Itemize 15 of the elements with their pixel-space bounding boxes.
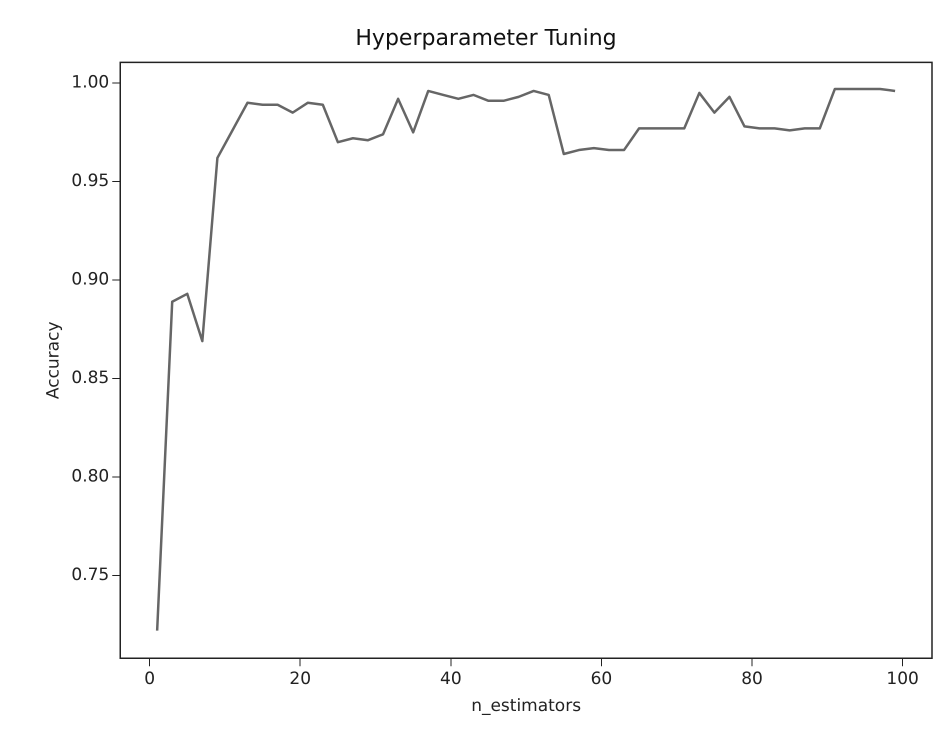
x-tick-label: 100: [886, 668, 919, 689]
y-tick-label: 0.85: [71, 368, 110, 388]
y-axis-title: Accuracy: [44, 321, 64, 400]
x-tick-label: 60: [590, 668, 612, 689]
y-tick-label: 0.75: [71, 564, 110, 585]
x-tick-label: 40: [440, 668, 462, 689]
y-tick-label: 0.95: [71, 170, 110, 191]
y-tick-label: 0.80: [71, 466, 110, 486]
chart-title: Hyperparameter Tuning: [355, 26, 617, 51]
x-tick-label: 80: [741, 668, 763, 689]
x-tick-label: 20: [289, 668, 312, 689]
y-tick-label: 1.00: [71, 72, 110, 93]
x-axis-title: n_estimators: [471, 696, 582, 716]
y-tick-label: 0.90: [71, 269, 110, 290]
x-tick-label: 0: [144, 668, 156, 689]
